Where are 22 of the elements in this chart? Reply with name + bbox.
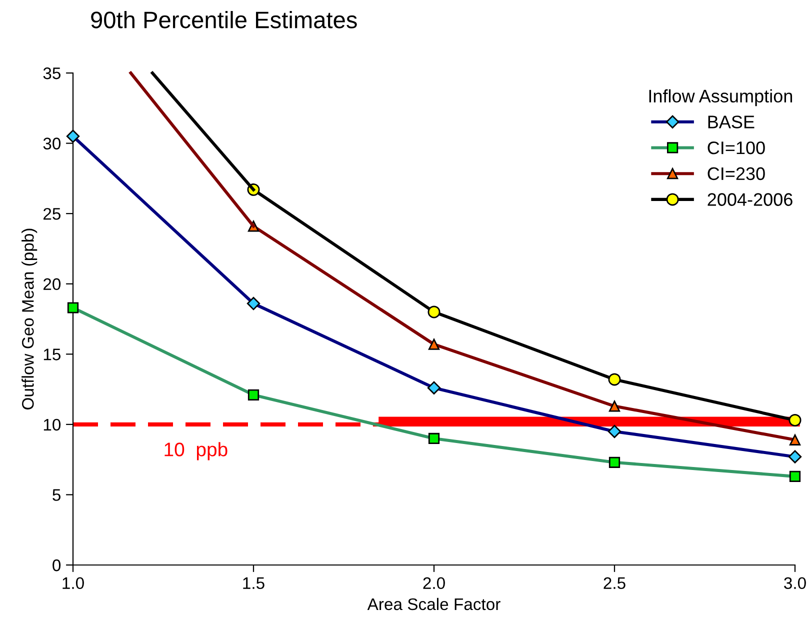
x-tick-label: 1.0 (62, 577, 84, 590)
y-tick-label: 15 (44, 348, 60, 360)
y-tick-label: 0 (52, 559, 61, 572)
chart-title: 90th Percentile Estimates (91, 10, 357, 28)
y-tick-label: 20 (43, 278, 61, 290)
x-tick-label: 3.0 (784, 577, 806, 590)
legend-title: Inflow Assumption (649, 89, 792, 106)
x-axis-title: Area Scale Factor (367, 598, 500, 610)
x-tick-label: 2.0 (423, 577, 445, 590)
y-tick-label: 35 (43, 67, 60, 80)
legend-label: CI=100 (708, 141, 765, 154)
y-tick-label: 10 (44, 418, 61, 431)
legend-label: BASE (708, 116, 754, 128)
x-tick-label: 1.5 (243, 577, 264, 590)
y-tick-label: 5 (52, 489, 60, 501)
legend-label: 2004-2006 (708, 193, 792, 206)
y-axis-title: Outflow Geo Mean (ppb) (22, 228, 38, 410)
y-tick-label: 30 (43, 138, 61, 150)
y-tick-label: 25 (43, 208, 60, 220)
legend-label: CI=230 (708, 167, 765, 180)
ref-line-label: 10 ppb (164, 442, 228, 460)
x-tick-label: 2.5 (604, 577, 626, 590)
